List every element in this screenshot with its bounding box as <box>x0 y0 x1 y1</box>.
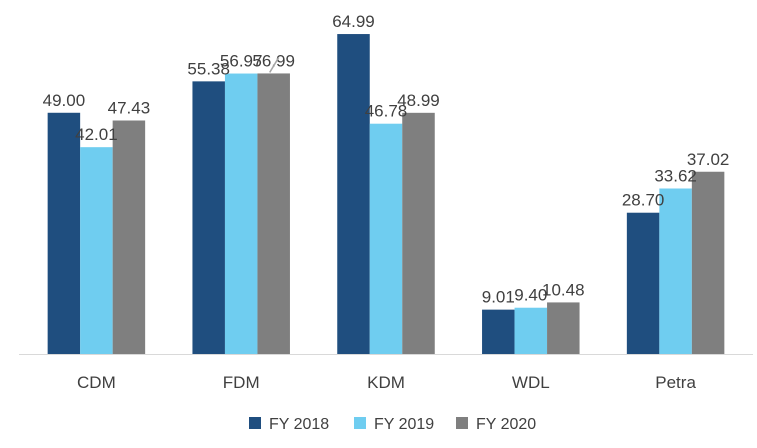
category-label-cdm: CDM <box>77 373 116 392</box>
legend-label-fy-2020: FY 2020 <box>476 416 536 433</box>
data-label-fdm-fy-2018: 55.38 <box>187 59 230 78</box>
legend-label-fy-2019: FY 2019 <box>374 416 434 433</box>
label-leader-line <box>269 57 280 73</box>
bar-fdm-fy-2019 <box>224 73 258 354</box>
bar-kdm-fy-2020 <box>402 112 435 354</box>
bar-wdl-fy-2018 <box>482 309 515 354</box>
data-label-cdm-fy-2018: 49.00 <box>43 91 86 110</box>
bars-layer <box>47 34 725 355</box>
bar-cdm-fy-2018 <box>47 112 81 355</box>
legend-swatch-fy-2018 <box>249 417 261 429</box>
category-label-fdm: FDM <box>223 373 260 392</box>
data-label-kdm-fy-2020: 48.99 <box>397 91 440 110</box>
bar-petra-fy-2019 <box>659 188 692 354</box>
category-labels-layer: CDM FDM KDM WDL Petra <box>77 373 696 392</box>
data-label-petra-fy-2018: 28.70 <box>622 191 665 210</box>
data-label-petra-fy-2020: 37.02 <box>687 150 730 169</box>
data-label-cdm-fy-2019: 42.01 <box>75 125 118 144</box>
bar-petra-fy-2020 <box>691 171 725 354</box>
data-label-wdl-fy-2018: 9.01 <box>482 288 515 307</box>
data-label-petra-fy-2019: 33.62 <box>654 166 697 185</box>
bar-kdm-fy-2019 <box>369 123 403 354</box>
legend-label-fy-2018: FY 2018 <box>269 416 329 433</box>
category-label-petra: Petra <box>655 373 696 392</box>
legend: FY 2018 FY 2019 FY 2020 <box>249 416 536 433</box>
bar-wdl-fy-2020 <box>547 302 580 354</box>
data-label-fdm-fy-2020: 56.99 <box>252 51 295 70</box>
legend-swatch-fy-2020 <box>456 417 468 429</box>
bar-cdm-fy-2020 <box>112 120 146 354</box>
data-label-kdm-fy-2018: 64.99 <box>332 12 375 31</box>
bar-fdm-fy-2020 <box>257 73 290 354</box>
category-label-kdm: KDM <box>367 373 405 392</box>
bar-fdm-fy-2018 <box>192 81 225 355</box>
bar-cdm-fy-2019 <box>80 147 113 354</box>
category-label-wdl: WDL <box>512 373 550 392</box>
data-label-kdm-fy-2019: 46.78 <box>365 102 408 121</box>
bar-kdm-fy-2018 <box>337 34 370 355</box>
bar-petra-fy-2018 <box>626 212 660 354</box>
data-label-fdm-fy-2019: 56.97 <box>220 52 263 71</box>
data-label-wdl-fy-2019: 9.40 <box>514 286 547 305</box>
bar-wdl-fy-2019 <box>514 307 548 354</box>
legend-swatch-fy-2019 <box>354 417 366 429</box>
data-label-wdl-fy-2020: 10.48 <box>542 280 585 299</box>
data-label-cdm-fy-2020: 47.43 <box>108 99 151 118</box>
